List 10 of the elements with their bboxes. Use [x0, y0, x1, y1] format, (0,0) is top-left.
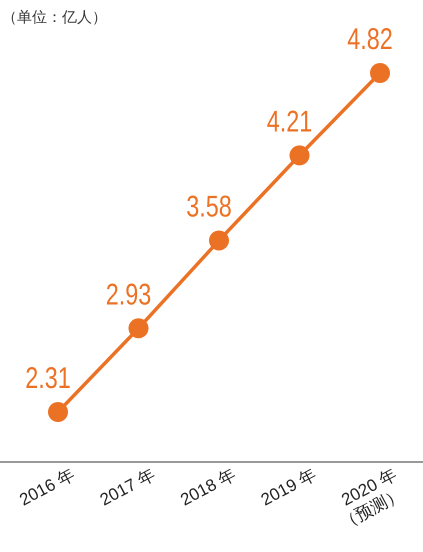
- data-label: 4.82: [347, 22, 393, 56]
- x-tick-label: 2017 年: [96, 464, 158, 510]
- data-label: 4.21: [266, 104, 312, 138]
- data-label: 3.58: [186, 190, 232, 224]
- data-label: 2.93: [106, 278, 152, 311]
- x-tick-label: 2019 年: [258, 464, 320, 510]
- data-label: 2.31: [25, 361, 71, 395]
- x-tick-label: 2018 年: [177, 464, 239, 510]
- x-tick-label: 2016 年: [16, 464, 78, 510]
- annotation: （单位：亿人）: [2, 8, 107, 26]
